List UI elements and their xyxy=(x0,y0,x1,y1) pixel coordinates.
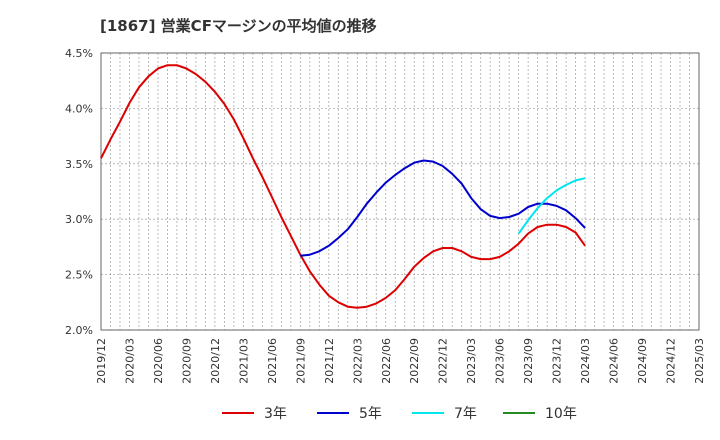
series-line-7年 xyxy=(517,177,586,235)
x-tick-label: 2021/06 xyxy=(266,338,279,384)
y-tick-label: 3.5% xyxy=(65,158,93,171)
y-tick-label: 2.0% xyxy=(65,324,93,337)
x-tick-label: 2023/06 xyxy=(494,338,507,384)
legend-label-7年: 7年 xyxy=(454,406,477,422)
x-tick-label: 2024/06 xyxy=(608,338,621,384)
legend-label-3年: 3年 xyxy=(264,406,287,422)
y-tick-label: 3.0% xyxy=(65,213,93,226)
x-tick-label: 2021/09 xyxy=(294,338,307,384)
x-tick-label: 2020/09 xyxy=(180,338,193,384)
plot-area xyxy=(100,52,700,331)
x-tick-label: 2024/03 xyxy=(579,338,592,384)
legend-label-10年: 10年 xyxy=(545,406,577,422)
y-tick-label: 4.0% xyxy=(65,102,93,115)
x-tick-label: 2022/12 xyxy=(437,338,450,384)
legend-label-5年: 5年 xyxy=(359,406,382,422)
grid xyxy=(101,53,699,330)
series-lines xyxy=(100,64,586,309)
x-tick-label: 2020/03 xyxy=(123,338,136,384)
x-tick-label: 2024/12 xyxy=(665,338,678,384)
x-axis: 2019/12 2020/03 2020/06 2020/09 2020/12 2021/… xyxy=(95,338,706,384)
x-tick-label: 2023/03 xyxy=(465,338,478,384)
x-tick-label: 2019/12 xyxy=(95,338,108,384)
x-tick-label: 2021/03 xyxy=(237,338,250,384)
series-line-5年 xyxy=(300,159,586,257)
x-tick-label: 2021/12 xyxy=(323,338,336,384)
y-tick-label: 2.5% xyxy=(65,269,93,282)
x-tick-label: 2023/12 xyxy=(551,338,564,384)
x-tick-label: 2025/03 xyxy=(693,338,706,384)
x-tick-label: 2020/12 xyxy=(209,338,222,384)
series-line-3年 xyxy=(100,64,586,309)
x-tick-label: 2020/06 xyxy=(152,338,165,384)
y-tick-label: 4.5% xyxy=(65,47,93,60)
legend: 3年 5年 7年 10年 xyxy=(222,406,577,422)
y-axis: 2.0% 2.5% 3.0% 3.5% 4.0% 4.5% xyxy=(65,47,93,337)
x-tick-label: 2022/03 xyxy=(351,338,364,384)
x-tick-label: 2022/06 xyxy=(380,338,393,384)
chart-title: [1867] 営業CFマージンの平均値の推移 xyxy=(100,17,377,35)
x-tick-label: 2024/09 xyxy=(636,338,649,384)
x-tick-label: 2023/09 xyxy=(522,338,535,384)
x-tick-label: 2022/09 xyxy=(408,338,421,384)
